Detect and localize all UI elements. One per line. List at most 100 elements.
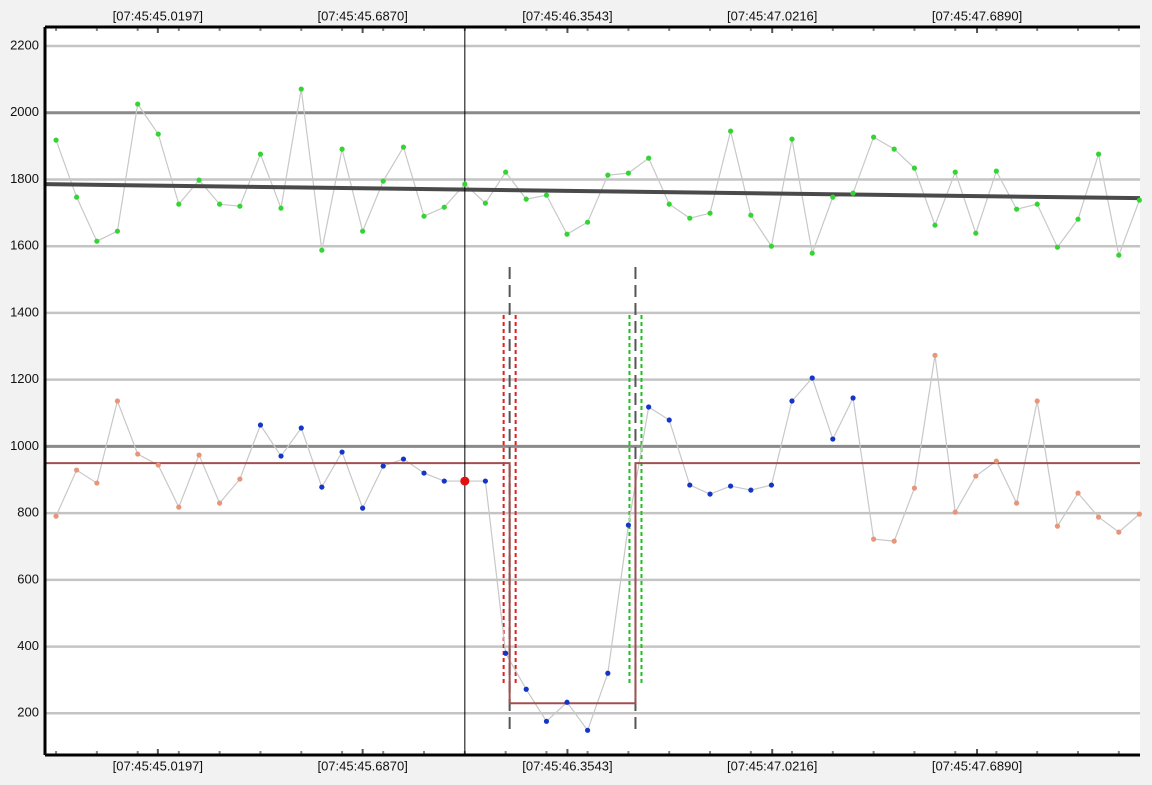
x-tick-label: [07:45:45.6870] — [317, 8, 407, 23]
point — [482, 200, 488, 206]
trend-line — [44, 182, 1141, 201]
y-tick-label: 1600 — [10, 238, 39, 253]
point — [891, 146, 897, 152]
point — [94, 238, 100, 244]
series-line — [55, 355, 1140, 732]
point — [768, 482, 775, 488]
point — [850, 190, 856, 196]
point — [298, 86, 304, 92]
point — [973, 473, 979, 479]
point — [543, 192, 550, 198]
point — [605, 670, 611, 676]
point — [217, 201, 223, 207]
point — [850, 395, 856, 401]
point — [1034, 398, 1040, 404]
y-tick-label: 800 — [17, 505, 39, 520]
point — [1136, 197, 1142, 203]
point — [400, 144, 407, 150]
x-tick-label: [07:45:46.3543] — [522, 8, 612, 23]
x-tick-label: [07:45:45.0197] — [113, 758, 203, 773]
step-line — [45, 462, 1140, 705]
point — [196, 452, 202, 458]
x-tick-label: [07:45:46.3543] — [522, 758, 612, 773]
point — [196, 177, 202, 183]
y-tick-label: 600 — [17, 571, 39, 586]
point — [1014, 206, 1020, 212]
point — [441, 204, 447, 210]
point — [1136, 511, 1142, 517]
point — [789, 398, 795, 404]
point — [932, 352, 938, 358]
point — [114, 398, 121, 404]
point — [687, 215, 693, 221]
point — [707, 210, 713, 216]
point — [809, 250, 815, 256]
point — [1075, 490, 1081, 496]
point — [748, 487, 754, 493]
point — [687, 482, 693, 488]
y-tick-label: 2200 — [10, 37, 39, 52]
point — [605, 172, 611, 178]
point — [1095, 151, 1102, 157]
point — [952, 169, 958, 175]
point — [176, 504, 182, 510]
point — [830, 194, 836, 200]
point — [646, 404, 652, 410]
point — [871, 536, 877, 542]
point — [94, 480, 100, 486]
x-tick-label: [07:45:45.0197] — [113, 8, 203, 23]
point — [298, 425, 304, 431]
point — [257, 422, 264, 428]
point — [911, 485, 918, 491]
point — [891, 538, 897, 544]
plot-area — [45, 27, 1140, 755]
point — [74, 467, 80, 473]
point — [789, 136, 795, 142]
point — [1054, 523, 1061, 529]
point — [339, 449, 345, 455]
point — [564, 231, 570, 237]
point — [646, 155, 652, 161]
point — [155, 462, 161, 468]
x-tick-label: [07:45:47.0216] — [727, 758, 817, 773]
point — [911, 165, 918, 171]
point — [993, 458, 999, 464]
point — [441, 478, 447, 484]
x-tick-label: [07:45:47.6890] — [932, 758, 1022, 773]
point — [319, 484, 325, 490]
point — [993, 168, 999, 174]
point — [830, 436, 836, 442]
point — [155, 131, 161, 137]
point — [53, 137, 59, 143]
y-tick-label: 1200 — [10, 371, 39, 386]
y-tick-label: 1400 — [10, 304, 39, 319]
point — [278, 205, 284, 211]
point — [1075, 216, 1081, 222]
point — [584, 219, 591, 225]
point — [53, 513, 59, 519]
point — [625, 522, 632, 528]
point — [135, 451, 141, 457]
point — [728, 483, 734, 489]
y-tick-label: 1000 — [10, 438, 39, 453]
point — [482, 478, 488, 484]
point — [768, 243, 775, 249]
point — [1034, 201, 1040, 207]
point — [257, 151, 264, 157]
point — [707, 491, 713, 497]
point — [360, 505, 366, 511]
point — [564, 699, 570, 705]
y-tick-label: 400 — [17, 638, 39, 653]
x-tick-label: [07:45:45.6870] — [317, 758, 407, 773]
point — [625, 170, 632, 176]
point — [1116, 252, 1122, 258]
point — [1095, 514, 1102, 520]
point — [666, 201, 672, 207]
point — [1116, 529, 1122, 535]
point — [217, 500, 223, 506]
point — [523, 196, 529, 202]
point — [1054, 244, 1061, 250]
x-tick-label: [07:45:47.0216] — [727, 8, 817, 23]
point — [400, 456, 407, 462]
